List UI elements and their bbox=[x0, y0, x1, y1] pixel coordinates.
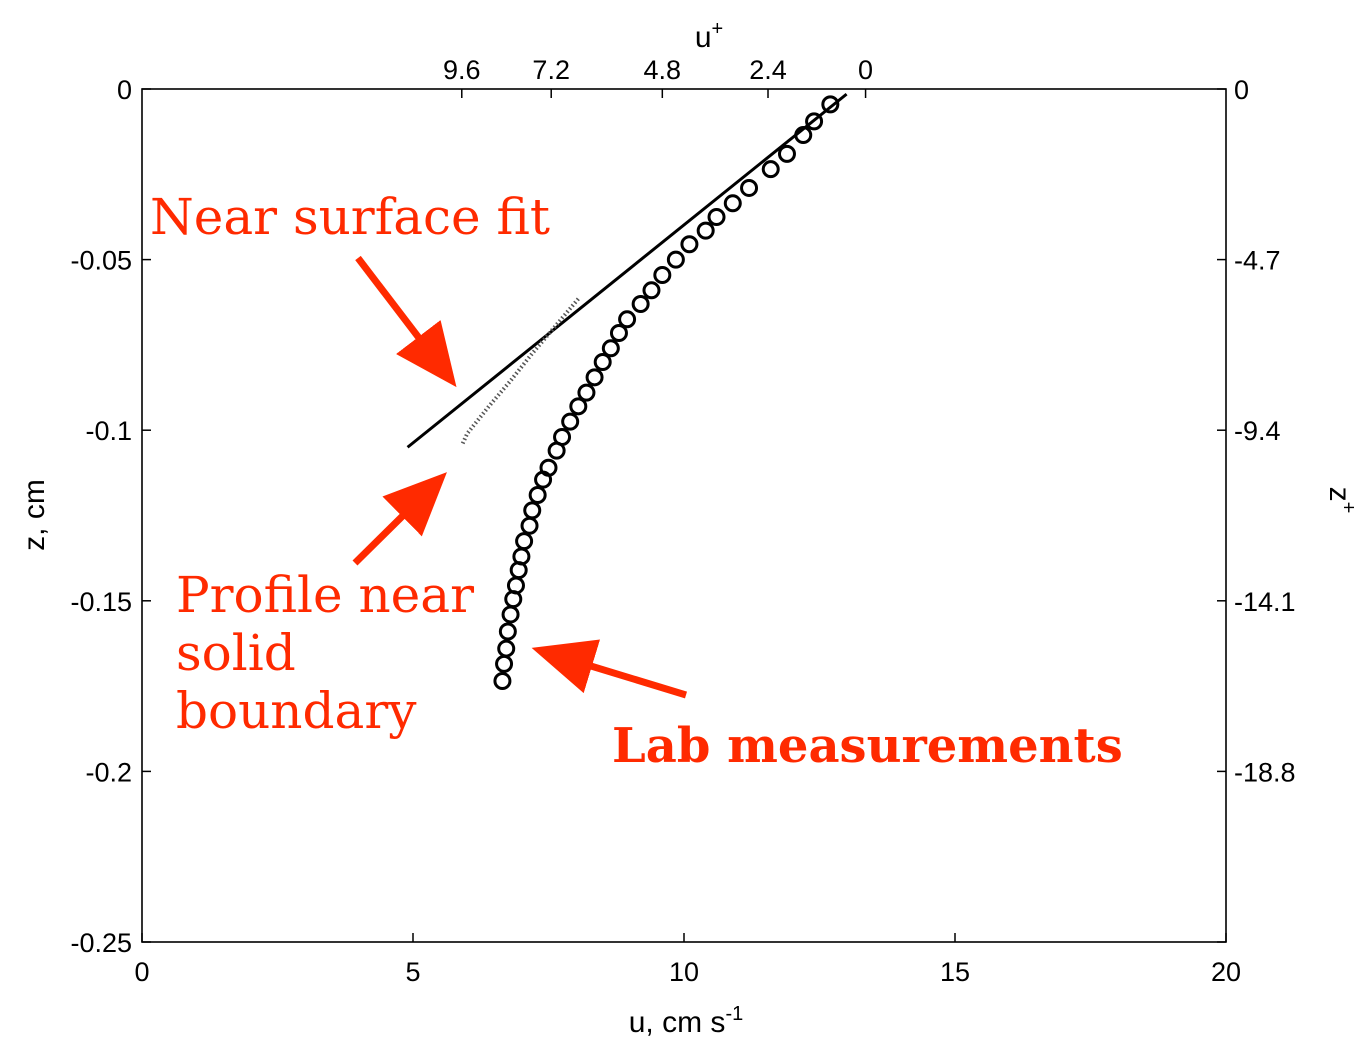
right-tick-label: -9.4 bbox=[1234, 416, 1281, 446]
top-tick-label: 9.6 bbox=[443, 55, 481, 85]
right-tick-label: -14.1 bbox=[1234, 587, 1296, 617]
data-point bbox=[821, 95, 840, 114]
data-point bbox=[761, 160, 780, 179]
profile-near-solid-boundary-line bbox=[459, 297, 580, 447]
x-tick-label: 0 bbox=[134, 957, 149, 987]
y-tick-label: 0 bbox=[117, 75, 132, 105]
x-tick-label: 20 bbox=[1211, 957, 1241, 987]
data-point bbox=[497, 639, 516, 658]
y-tick-label: -0.1 bbox=[85, 416, 132, 446]
data-point bbox=[523, 501, 542, 520]
data-point bbox=[520, 516, 539, 535]
top-tick-label: 7.2 bbox=[532, 55, 570, 85]
data-point bbox=[696, 221, 715, 240]
points-layer bbox=[493, 95, 840, 690]
y-tick-label: -0.15 bbox=[70, 587, 132, 617]
y-tick-label: -0.05 bbox=[70, 246, 132, 276]
right-tick-label: -18.8 bbox=[1234, 757, 1296, 787]
data-point bbox=[515, 532, 534, 551]
data-point bbox=[680, 235, 699, 254]
data-point bbox=[501, 605, 520, 624]
arrow-profile-near-solid-boundary bbox=[352, 472, 447, 566]
data-point bbox=[805, 112, 824, 131]
data-point bbox=[593, 352, 612, 371]
data-point bbox=[493, 671, 512, 690]
data-point bbox=[740, 178, 759, 197]
x-tick-label: 10 bbox=[669, 957, 699, 987]
x-tick-label: 5 bbox=[405, 957, 420, 987]
series-layer bbox=[406, 92, 848, 449]
annotation-profile-near-solid-boundary: Profile near solid boundary bbox=[176, 566, 490, 740]
data-point bbox=[642, 281, 661, 300]
data-point bbox=[653, 265, 672, 284]
top-tick-label: 0 bbox=[858, 55, 873, 85]
top-axis-title: u+ bbox=[695, 18, 723, 54]
data-point bbox=[707, 207, 726, 226]
ticks-layer bbox=[141, 88, 1227, 943]
data-point bbox=[666, 250, 685, 269]
data-point bbox=[794, 126, 813, 145]
data-point bbox=[569, 397, 588, 416]
arrow-lab-measurements bbox=[531, 639, 688, 699]
x-tick-label: 15 bbox=[940, 957, 970, 987]
right-axis-title: z+ bbox=[1323, 487, 1357, 514]
right-tick-label: -4.7 bbox=[1234, 246, 1281, 276]
data-point bbox=[528, 486, 547, 505]
top-tick-label: 4.8 bbox=[644, 55, 682, 85]
tick-labels-layer: 0 5 10 15 20 0 -0.05 -0.1 -0.15 -0.2 -0.25 9.6 7.2 4.… bbox=[70, 55, 1295, 987]
y-tick-label: -0.2 bbox=[85, 757, 132, 787]
data-point bbox=[723, 194, 742, 213]
annotation-near-surface-fit: Near surface fit bbox=[150, 188, 550, 246]
data-point bbox=[577, 383, 596, 402]
data-point bbox=[601, 339, 620, 358]
right-tick-label: 0 bbox=[1234, 75, 1249, 105]
near-surface-fit-line bbox=[406, 92, 848, 449]
data-point bbox=[495, 654, 514, 673]
data-point bbox=[547, 441, 566, 460]
y-axis-title: z, cm bbox=[18, 479, 51, 551]
data-point bbox=[609, 323, 628, 342]
data-point bbox=[777, 144, 796, 163]
x-axis-title: u, cm s-1 bbox=[629, 1003, 743, 1039]
data-point bbox=[618, 310, 637, 329]
annotation-lab-measurements: Lab measurements bbox=[612, 718, 1123, 774]
data-point bbox=[561, 412, 580, 431]
top-tick-label: 2.4 bbox=[749, 55, 787, 85]
data-point bbox=[585, 368, 604, 387]
data-point bbox=[534, 470, 553, 489]
arrow-near-surface-fit bbox=[355, 255, 457, 388]
data-point bbox=[631, 294, 650, 313]
y-tick-label: -0.25 bbox=[70, 928, 132, 958]
data-point bbox=[498, 622, 517, 641]
